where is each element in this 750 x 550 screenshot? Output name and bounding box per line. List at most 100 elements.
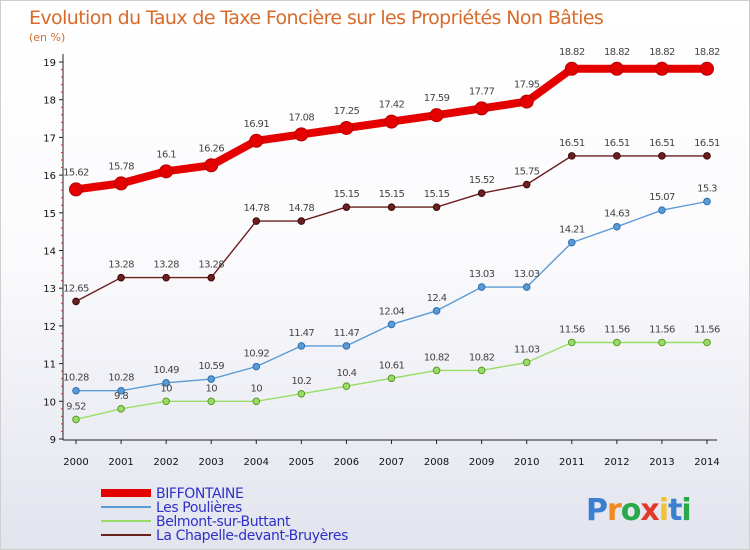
x-tick-label: 2010 [514,457,539,468]
data-point [387,374,396,383]
data-label: 17.42 [379,100,405,111]
data-label: 9.52 [66,401,86,412]
data-label: 12.04 [379,306,405,317]
y-tick-label: 15 [43,209,56,220]
data-label: 10.4 [336,368,356,379]
y-tick-label: 12 [43,322,56,333]
data-point [69,182,83,197]
data-label: 16.51 [604,138,630,149]
data-point [117,405,125,413]
data-label: 13.03 [469,269,495,280]
y-tick-label: 18 [43,96,56,107]
legend-label: Belmont-sur-Buttant [156,514,291,530]
data-label: 10.92 [243,349,269,360]
data-label: 13.28 [198,260,224,271]
data-point [342,203,351,211]
data-label: 15.75 [514,167,540,178]
data-label: 17.08 [289,112,315,123]
x-tick-label: 2004 [244,457,269,468]
data-point [613,152,621,160]
data-label: 10.82 [469,352,495,363]
data-label: 14.78 [243,203,269,214]
data-point [522,283,531,291]
data-point [159,164,174,179]
data-label: 17.77 [469,86,495,97]
data-point [384,114,399,129]
data-label: 10.49 [153,365,179,376]
y-tick-label: 14 [43,247,56,258]
data-label: 15.15 [379,189,405,200]
data-point [613,222,621,231]
y-axis-unit-label: (en %) [29,31,65,44]
y-tick-label: 19 [43,58,56,69]
data-point [700,61,714,76]
data-label: 14.63 [604,209,630,220]
series-layer [69,61,714,424]
data-point [432,366,441,375]
data-point [252,397,261,406]
data-label: 10 [251,383,263,394]
data-label: 16.1 [156,149,176,160]
data-label: 16.51 [559,138,585,149]
data-point [432,307,441,315]
data-label: 15.15 [424,189,450,200]
x-tick-label: 2013 [649,457,674,468]
proxiti-logo: Proxiti [586,493,692,528]
data-label: 10.28 [108,373,134,384]
data-point [297,342,306,350]
data-label: 15.3 [697,183,717,194]
data-point [567,238,576,247]
data-label: 12.4 [427,293,447,304]
x-tick-label: 2007 [379,457,404,468]
y-tick-label: 13 [43,284,56,295]
data-point [342,382,351,391]
data-point [654,61,669,76]
data-label: 17.25 [334,106,360,117]
legend-label: La Chapelle-devant-Bruyères [156,528,348,544]
data-label: 17.95 [514,80,540,91]
x-tick-label: 2003 [198,457,223,468]
data-label: 11.03 [514,344,540,355]
data-point [162,379,170,387]
data-point [477,189,486,197]
y-tick-label: 9 [50,435,56,446]
data-label: 16.91 [243,119,269,130]
y-tick-label: 10 [43,397,56,408]
data-label: 10.61 [379,360,405,371]
x-tick-label: 2012 [604,457,629,468]
data-point [429,108,444,123]
data-point [294,127,309,142]
data-label: 18.82 [559,47,585,58]
data-label: 18.82 [694,47,720,58]
x-tick-label: 2014 [694,457,719,468]
data-point [613,338,621,347]
data-point [387,203,396,211]
data-label: 15.78 [108,161,134,172]
x-tick-label: 2005 [289,457,314,468]
y-tick-label: 16 [43,171,56,182]
data-point [162,273,170,282]
x-axis-ticks: 2000 2001 2002 2003 2004 2005 2006 2007 2008 2009… [63,440,720,468]
data-label: 11.47 [289,328,315,339]
data-point [252,217,261,225]
data-point [564,61,579,76]
data-label: 13.03 [514,269,540,280]
data-label: 11.47 [334,328,360,339]
data-point [658,152,666,160]
data-point [207,273,216,282]
data-label: 9.8 [114,391,128,402]
data-label: 11.56 [649,324,675,335]
data-label: 11.56 [604,324,630,335]
data-label: 16.51 [694,138,720,149]
data-point [162,397,170,406]
data-point [658,206,666,214]
data-point [432,203,441,211]
x-tick-label: 2011 [559,457,584,468]
data-point [609,61,624,76]
x-tick-label: 2008 [424,457,449,468]
data-labels-layer: 15.62 15.78 16.1 16.26 16.91 17.08 17.25 17.42 1… [63,47,720,413]
data-point [204,158,219,173]
data-label: 13.28 [108,260,134,271]
